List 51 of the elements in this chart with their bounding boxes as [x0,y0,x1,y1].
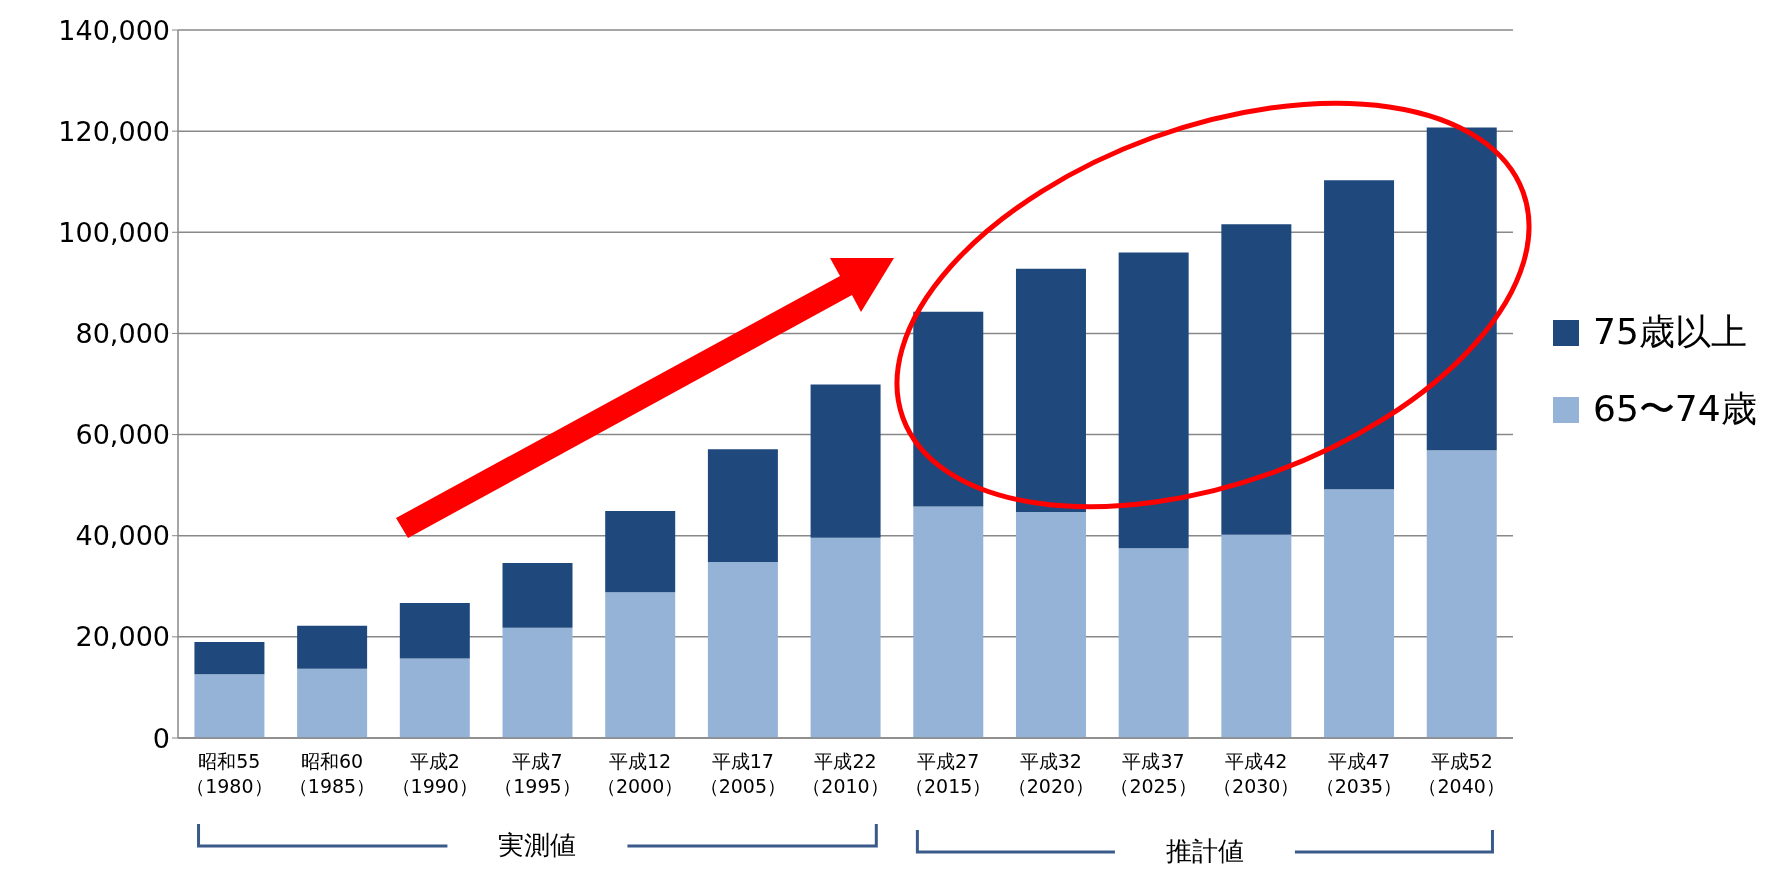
x-tick-label: 平成27 （2015） [905,750,992,797]
bar [297,668,368,738]
bar [1015,511,1086,738]
bar [1221,224,1292,535]
x-tick-label: 平成47 （2035） [1315,750,1403,797]
y-tick-label: 40,000 [75,520,170,552]
bar [707,449,778,563]
bar [605,510,676,593]
y-tick-label: 140,000 [58,14,170,46]
bar [1118,548,1189,738]
bar [810,384,881,538]
y-tick-label: 20,000 [75,621,170,653]
bar [913,311,984,507]
x-tick-label: 平成32 （2020） [1007,750,1095,797]
y-tick-label: 0 [152,722,170,754]
bar [297,625,368,669]
bar [399,658,470,738]
bar [707,562,778,738]
x-tick-label: 昭和60 （1985） [288,750,376,797]
bar [1015,268,1086,512]
y-tick-label: 80,000 [75,318,170,350]
x-tick-label: 平成52 （2040） [1418,750,1505,797]
text: 推計値 [1165,836,1244,866]
x-tick-label: 平成7 （1995） [494,750,581,797]
y-tick-label: 60,000 [75,419,170,451]
bar [1426,127,1497,451]
bar [502,563,573,628]
x-tick-label: 平成42 （2030） [1213,750,1300,797]
legend-label: 75歳以上 [1593,310,1747,354]
bar [1221,534,1292,738]
bar [1426,450,1497,738]
y-tick-label: 120,000 [58,115,170,147]
bar [810,537,881,738]
bar [1324,180,1395,490]
bar [1324,489,1395,738]
bar [502,627,573,738]
bar [194,674,265,738]
bar [913,506,984,738]
bar [605,592,676,738]
bar [194,641,265,675]
x-tick-label: 平成17 （2005） [699,750,786,797]
text: 実測値 [498,830,577,860]
x-tick-label: 平成22 （2010） [802,750,889,797]
legend-label: 65〜74歳 [1593,387,1757,431]
y-tick-label: 100,000 [58,216,170,248]
bar [1118,252,1189,549]
x-tick-label: 平成2 （1990） [391,750,478,797]
bar [399,602,470,659]
x-tick-label: 平成37 （2025） [1110,750,1197,797]
x-tick-label: 昭和55 （1980） [186,750,273,797]
x-tick-label: 平成12 （2000） [596,750,684,797]
